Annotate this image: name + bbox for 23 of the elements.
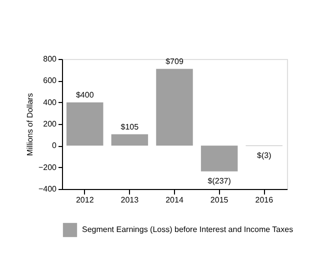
bar <box>111 134 148 146</box>
y-axis-title: Millions of Dollars <box>25 93 34 156</box>
legend-label: Segment Earnings (Loss) before Interest and Income Taxes <box>82 225 294 234</box>
data-label: $400 <box>76 90 94 100</box>
y-tick-label: 200 <box>43 120 58 128</box>
y-tick-label: 800 <box>43 54 58 64</box>
bar <box>200 146 238 172</box>
y-tick-label: 0 <box>52 141 58 150</box>
y-tick-label: 400 <box>43 98 58 107</box>
y-tick-label: 600 <box>43 76 58 86</box>
x-tick-label: 2013 <box>120 196 140 204</box>
bar <box>156 68 193 146</box>
data-label: $(237) <box>208 176 232 186</box>
data-label: $105 <box>120 122 140 132</box>
x-tick-label: 2012 <box>76 196 94 204</box>
x-tick-label: 2014 <box>166 196 184 204</box>
bar <box>66 102 104 146</box>
x-tick-label: 2016 <box>255 196 274 204</box>
x-tick-label: 2015 <box>210 196 229 204</box>
data-label: $709 <box>166 56 184 66</box>
y-tick-label: −400 <box>38 184 58 194</box>
y-tick-label: −200 <box>38 162 58 172</box>
data-label: $(3) <box>257 150 272 160</box>
